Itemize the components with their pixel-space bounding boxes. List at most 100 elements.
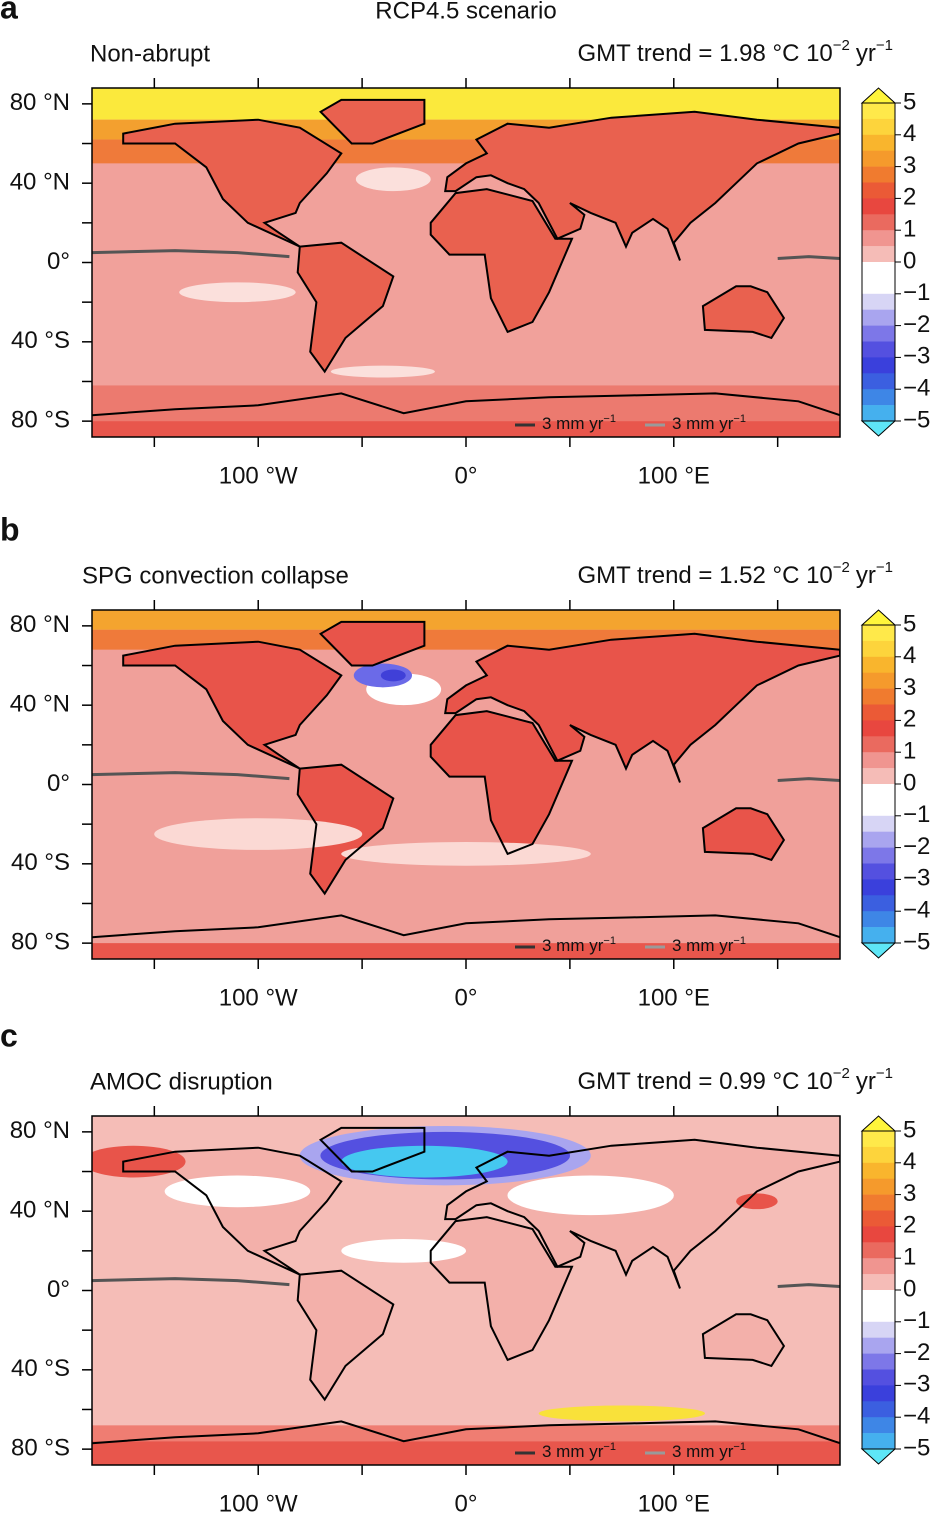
colorbar-segment [862,688,895,705]
colorbar-segment [862,166,895,183]
legend-text: 3 mm yr [542,1442,604,1461]
gmt-exp: −1 [876,1065,893,1082]
colorbar-label: 0 [903,247,916,274]
x-tick-label: 100 °W [219,1490,298,1517]
colorbar-label: 4 [903,1148,916,1175]
y-tick-label: 0° [47,248,70,275]
x-tick-label: 100 °W [219,462,298,489]
anomaly-region [507,1175,674,1216]
x-tick-label: 100 °E [638,1490,710,1517]
colorbar-segment [862,1385,895,1402]
colorbar-segment [862,1146,895,1164]
gmt-text: GMT trend = 0.99 °C 10 [578,1068,833,1095]
colorbar-segment [862,911,895,928]
colorbar-label: −4 [903,375,930,402]
map [92,88,840,437]
colorbar-label: −5 [903,406,930,433]
coastline [701,807,786,862]
anomaly-region [341,1238,467,1263]
land [297,242,394,372]
colorbar-segment [862,357,895,374]
colorbar-label: −4 [903,1403,930,1430]
colorbar-segment [862,1178,895,1195]
coastline [444,110,840,261]
y-tick-label: 40 °S [11,1355,70,1382]
legend-label: 3 mm yr−1 [672,413,746,434]
colorbar-segment [862,182,895,199]
colorbar-segment [862,1433,895,1450]
colorbar-label: 5 [903,610,916,637]
y-tick-label: 40 °N [10,1197,70,1224]
coastline [701,1313,786,1368]
colorbar-segment [862,847,895,864]
legend-text: 3 mm yr [542,414,604,433]
land [702,1314,784,1366]
gmt-unit: yr [856,562,876,589]
coastline [92,914,840,939]
gmt-exp: −2 [833,37,850,54]
colorbar-segment [862,389,895,406]
colorbar-label: 0 [903,1275,916,1302]
colorbar-label: −3 [903,865,930,892]
y-tick-label: 80 °S [11,1434,70,1461]
colorbar-label: −1 [903,801,930,828]
y-tick-label: 40 °N [10,169,70,196]
colorbar-extend [860,1448,897,1465]
coastline [92,392,840,417]
colorbar-label: −2 [903,311,930,338]
colorbar-label: 3 [903,152,916,179]
map-band [92,1441,840,1465]
colorbar-segment [862,1131,895,1148]
colorbar-segment [862,1210,895,1227]
legend-label: 3 mm yr−1 [542,413,616,434]
coastline [318,1126,426,1173]
precip-contour [777,1283,840,1288]
colorbar-segment [862,246,895,263]
colorbar-segment [862,1353,895,1370]
coastline [429,1216,574,1362]
colorbar-segment [862,373,895,390]
legend-text: 3 mm yr [672,936,734,955]
panel-letter: c [0,1017,18,1053]
colorbar-segment [862,1305,895,1323]
colorbar-segment [862,1274,895,1291]
legend-exp: −1 [733,413,746,425]
gmt-exp: −1 [876,559,893,576]
gmt-trend: GMT trend = 1.98 °C 10−2 yr−1 [578,37,894,67]
colorbar-segment [862,262,895,279]
coastline [318,620,426,667]
colorbar-segment [862,720,895,737]
map [92,610,840,959]
x-tick-label: 100 °E [638,462,710,489]
map-band [92,1425,840,1442]
x-tick-label: 100 °W [219,984,298,1011]
land [430,1217,572,1360]
colorbar-label: 1 [903,216,916,243]
land [430,711,572,854]
legend-exp: −1 [603,1441,616,1453]
colorbar-segment [862,134,895,151]
y-tick-label: 0° [47,1276,70,1303]
colorbar-label: 1 [903,1244,916,1271]
y-tick-label: 80 °N [10,1117,70,1144]
colorbar-segment [862,309,895,326]
land [702,286,784,338]
anomaly-region [355,167,431,192]
colorbar-segment [862,150,895,167]
coastline [701,285,786,340]
y-tick-label: 80 °N [10,89,70,116]
colorbar-segment [862,640,895,658]
colorbar-label: −1 [903,1307,930,1334]
colorbar-label: 4 [903,120,916,147]
colorbar-segment [862,230,895,247]
colorbar-segment [862,1290,895,1307]
colorbar-segment [862,1401,895,1418]
gmt-trend: GMT trend = 0.99 °C 10−2 yr−1 [578,1065,894,1095]
colorbar-segment [862,405,895,422]
y-tick-label: 40 °N [10,691,70,718]
map [92,1116,840,1465]
gmt-text: GMT trend = 1.98 °C 10 [578,40,833,67]
colorbar-segment [862,863,895,880]
coastline [444,1138,840,1289]
